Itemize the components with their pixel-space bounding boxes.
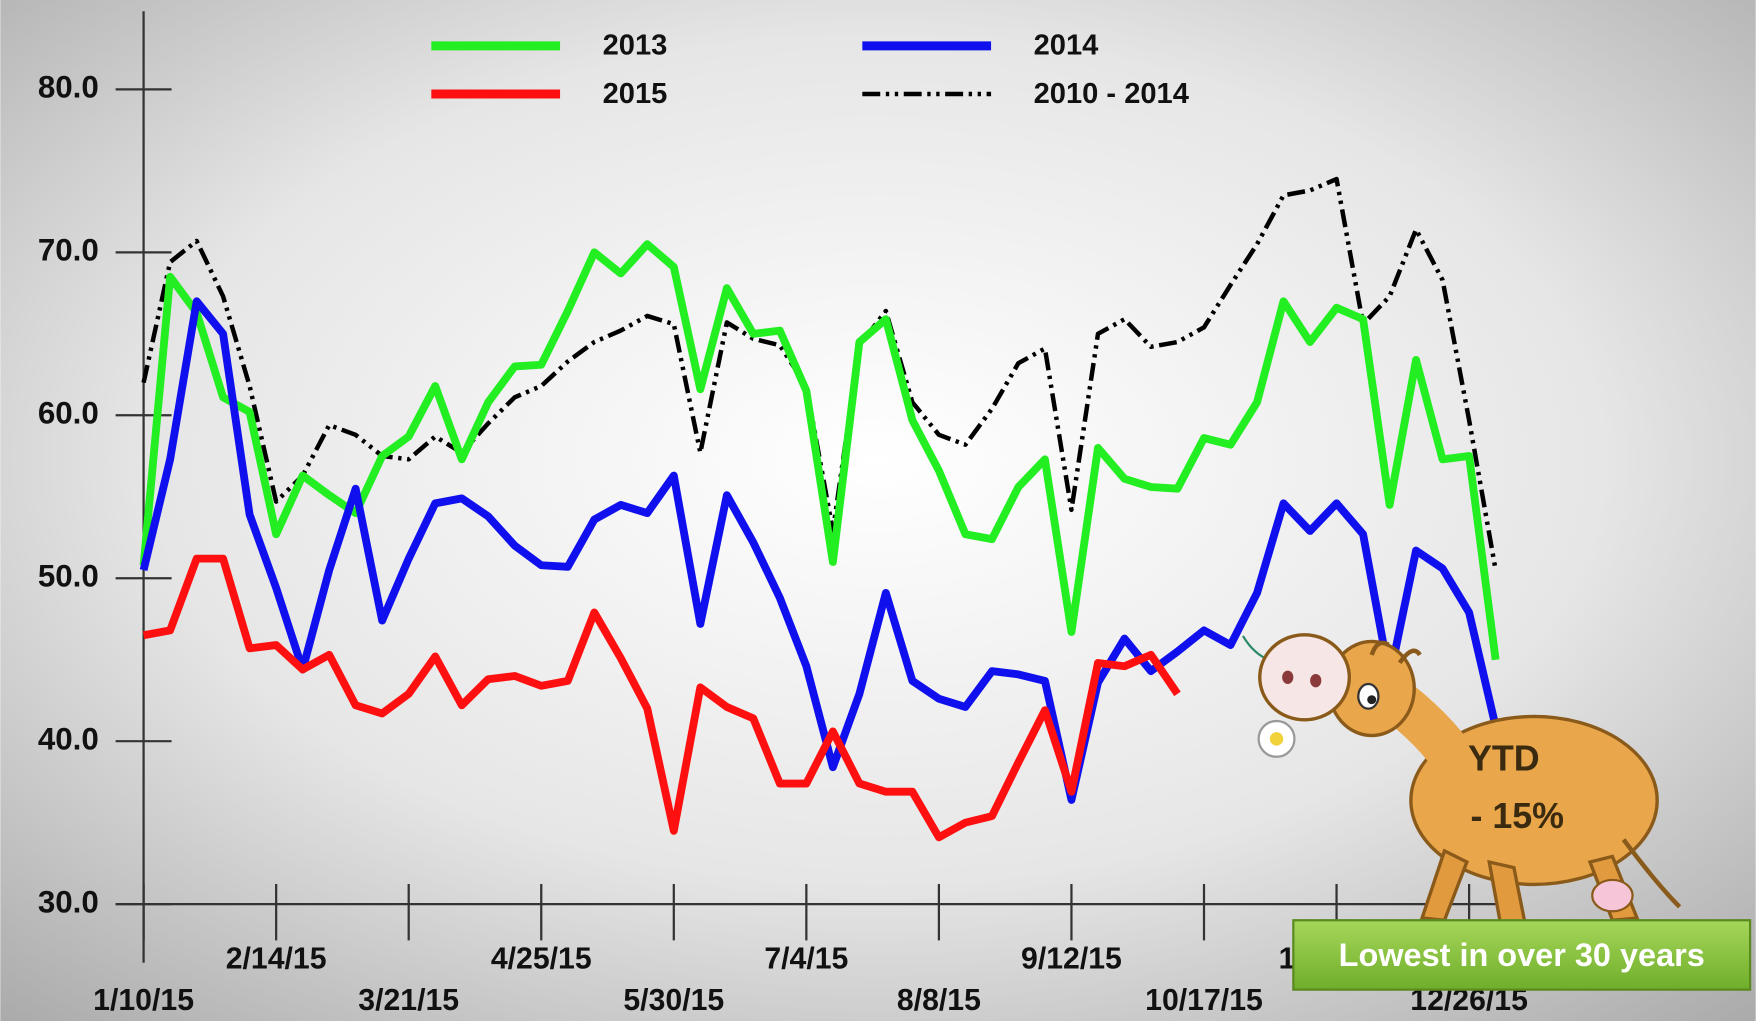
annotation: - 15% (1470, 796, 1564, 836)
annotation: YTD (1468, 739, 1540, 779)
x-tick-label: 7/4/15 (764, 943, 848, 976)
legend-label: 2014 (1034, 30, 1100, 62)
x-tick-label: 4/25/15 (491, 943, 592, 976)
y-tick-label: 80.0 (38, 70, 99, 105)
y-tick-label: 50.0 (38, 559, 99, 594)
x-tick-label: 1/10/15 (93, 984, 194, 1017)
legend-label: 2013 (603, 30, 668, 62)
legend-label: 2010 - 2014 (1034, 78, 1190, 110)
page: {"chart_data": { "type": "line", "catego… (0, 0, 1756, 1021)
annotation: Lowest in over 30 years (1339, 937, 1705, 973)
x-tick-label: 3/21/15 (358, 984, 459, 1017)
x-tick-label: 10/17/15 (1145, 984, 1263, 1017)
x-tick-label: 2/14/15 (226, 943, 327, 976)
y-tick-label: 70.0 (38, 233, 99, 268)
x-tick-label: 5/30/15 (623, 984, 724, 1017)
legend-label: 2015 (603, 78, 668, 110)
x-tick-label: 8/8/15 (897, 984, 981, 1017)
y-tick-label: 60.0 (38, 396, 99, 431)
y-tick-label: 40.0 (38, 721, 99, 756)
y-tick-label: 30.0 (38, 884, 99, 919)
x-tick-label: 9/12/15 (1021, 943, 1122, 976)
chart: 30.0 40.0 50.0 60.0 70.0 80.0 1/10/15 2/14/15 3/… (0, 0, 1756, 1021)
